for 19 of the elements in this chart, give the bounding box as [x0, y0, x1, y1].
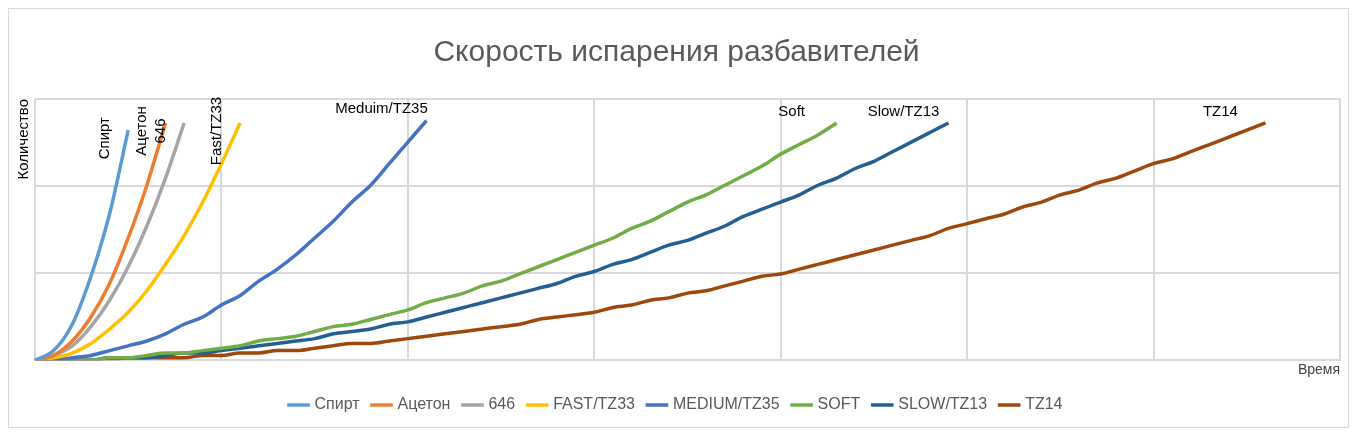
legend-label: TZ14	[1025, 395, 1063, 413]
legend-label: MEDIUM/TZ35	[672, 395, 780, 413]
annotation: Спирт	[94, 116, 112, 160]
chart-title: Скорость испарения разбавителей	[433, 34, 920, 68]
legend-label: Спирт	[314, 395, 361, 413]
x-axis-title: Время	[1297, 361, 1340, 378]
text: Slow/TZ13	[867, 101, 940, 119]
legend-label: SLOW/TZ13	[898, 395, 988, 413]
text: Meduim/TZ35	[335, 99, 428, 117]
y-axis-title: Количество	[14, 99, 32, 180]
legend-label: Ацетон	[397, 395, 451, 413]
text: TZ14	[1202, 101, 1238, 119]
annotation: Ацетон	[132, 106, 150, 156]
annotation: 646	[150, 118, 168, 144]
annotation: Fast/TZ33	[206, 96, 224, 166]
legend-label: SOFT	[817, 395, 861, 413]
legend-label: 646	[488, 395, 516, 413]
legend-label: FAST/TZ33	[553, 395, 636, 413]
text: Soft	[778, 101, 806, 119]
